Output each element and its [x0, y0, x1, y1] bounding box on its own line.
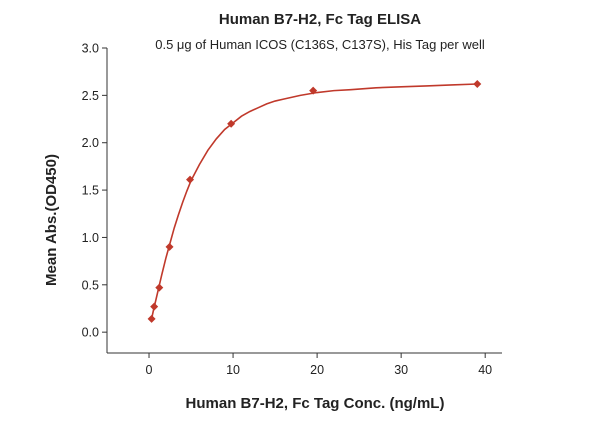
y-tick-label: 3.0 [82, 42, 99, 56]
fit-curve [150, 83, 478, 320]
x-tick-label: 30 [394, 363, 408, 377]
y-axis-label: Mean Abs.(OD450) [43, 154, 60, 286]
data-point-marker [165, 242, 174, 251]
x-tick-label: 0 [146, 363, 153, 377]
x-tick-label: 20 [310, 363, 324, 377]
chart-title: Human B7-H2, Fc Tag ELISA [219, 11, 421, 28]
data-points [147, 79, 482, 323]
y-tick-label: 0.5 [82, 278, 99, 292]
x-axis-label: Human B7-H2, Fc Tag Conc. (ng/mL) [186, 395, 445, 412]
y-tick-label: 2.0 [82, 136, 99, 150]
data-point-marker [309, 86, 318, 95]
data-point-marker [227, 119, 236, 128]
data-point-marker [473, 79, 482, 88]
y-tick-label: 1.0 [82, 231, 99, 245]
y-tick-label: 0.0 [82, 326, 99, 340]
y-axis-ticks: 0.0 0.5 1.0 1.5 2.0 2.5 3.0 [82, 42, 107, 340]
y-tick-label: 2.5 [82, 89, 99, 103]
x-axis-ticks: 0 10 20 30 40 [146, 353, 492, 377]
x-tick-label: 40 [478, 363, 492, 377]
data-point-marker [150, 302, 159, 311]
x-tick-label: 10 [226, 363, 240, 377]
y-tick-label: 1.5 [82, 184, 99, 198]
chart-subtitle: 0.5 μg of Human ICOS (C136S, C137S), His… [155, 37, 485, 52]
data-point-marker [155, 283, 164, 292]
data-point-marker [186, 175, 195, 184]
data-point-marker [147, 314, 156, 323]
